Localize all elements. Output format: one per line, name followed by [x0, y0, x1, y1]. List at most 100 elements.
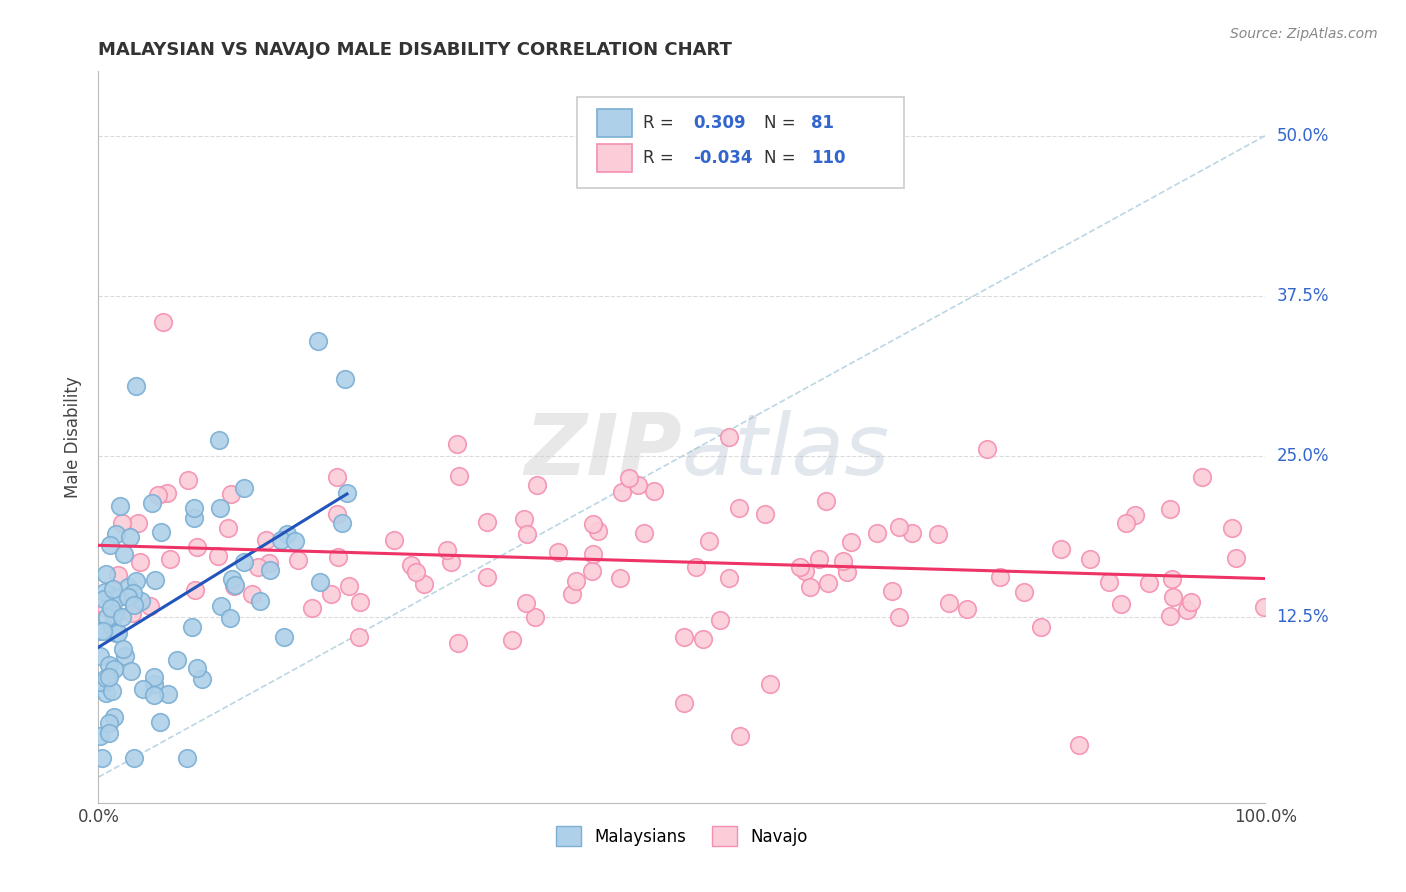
Point [101, 582, 124, 596]
Point [125, 574, 148, 588]
Text: 25.0%: 25.0% [1277, 447, 1329, 466]
Point [157, 687, 180, 701]
Point [321, 587, 343, 601]
Point [89, 624, 111, 638]
Point [1253, 600, 1275, 615]
Point [413, 577, 436, 591]
Point [104, 625, 127, 640]
FancyBboxPatch shape [576, 97, 904, 188]
Point [956, 602, 979, 616]
Point [139, 599, 162, 614]
Point [107, 625, 129, 640]
Point [98, 715, 121, 730]
Point [440, 555, 463, 569]
Point [176, 473, 198, 487]
Point [156, 486, 179, 500]
Point [142, 689, 165, 703]
Point [988, 569, 1011, 583]
Point [111, 609, 134, 624]
Point [142, 669, 165, 683]
Point [186, 661, 208, 675]
Point [815, 494, 838, 508]
Point [727, 500, 749, 515]
Point [218, 610, 240, 624]
Point [609, 571, 631, 585]
Point [685, 560, 707, 574]
Point [1137, 576, 1160, 591]
Point [186, 540, 208, 554]
Point [1159, 502, 1181, 516]
Text: 110: 110 [811, 149, 846, 167]
Point [287, 553, 309, 567]
Text: atlas: atlas [682, 410, 890, 493]
Point [759, 677, 782, 691]
Point [799, 580, 821, 594]
Point [337, 579, 360, 593]
Point [807, 551, 830, 566]
Point [927, 527, 949, 541]
Point [254, 533, 277, 548]
Point [1109, 597, 1132, 611]
Point [284, 534, 307, 549]
Point [889, 609, 911, 624]
Point [224, 578, 246, 592]
Point [717, 430, 740, 444]
Text: 37.5%: 37.5% [1277, 287, 1329, 305]
Point [976, 442, 998, 456]
Point [446, 437, 468, 451]
Point [880, 583, 903, 598]
Point [617, 471, 640, 485]
Text: Source: ZipAtlas.com: Source: ZipAtlas.com [1230, 27, 1378, 41]
Point [547, 545, 569, 559]
Point [233, 481, 256, 495]
Point [132, 682, 155, 697]
Point [89, 729, 111, 743]
Point [1031, 620, 1053, 634]
Point [180, 620, 202, 634]
Point [794, 564, 817, 578]
Point [98, 725, 121, 739]
Point [349, 630, 371, 644]
Point [96, 610, 118, 624]
Point [122, 598, 145, 612]
Point [121, 607, 143, 621]
Point [125, 378, 148, 392]
Point [209, 599, 232, 613]
Point [1123, 508, 1146, 522]
Point [221, 572, 243, 586]
Point [98, 538, 121, 552]
Point [384, 533, 406, 548]
Point [121, 586, 143, 600]
Point [561, 587, 583, 601]
Point [692, 632, 714, 646]
Point [1220, 521, 1243, 535]
Point [276, 527, 298, 541]
Point [96, 686, 118, 700]
Point [449, 469, 471, 483]
Point [149, 524, 172, 539]
Point [129, 555, 152, 569]
Point [101, 684, 124, 698]
Text: 50.0%: 50.0% [1277, 127, 1329, 145]
Point [1115, 516, 1137, 530]
Point [259, 563, 281, 577]
Point [89, 675, 111, 690]
Point [866, 525, 889, 540]
Point [117, 580, 139, 594]
Point [242, 587, 264, 601]
Point [938, 597, 960, 611]
Point [1098, 575, 1121, 590]
Point [349, 595, 371, 609]
Point [633, 525, 655, 540]
Point [118, 530, 141, 544]
Point [754, 507, 776, 521]
Point [697, 533, 720, 548]
Point [105, 527, 128, 541]
Point [101, 619, 124, 633]
Point [1067, 738, 1090, 752]
Point [93, 584, 115, 599]
Point [1225, 551, 1247, 566]
Point [672, 630, 695, 644]
Point [207, 549, 229, 564]
Point [176, 751, 198, 765]
